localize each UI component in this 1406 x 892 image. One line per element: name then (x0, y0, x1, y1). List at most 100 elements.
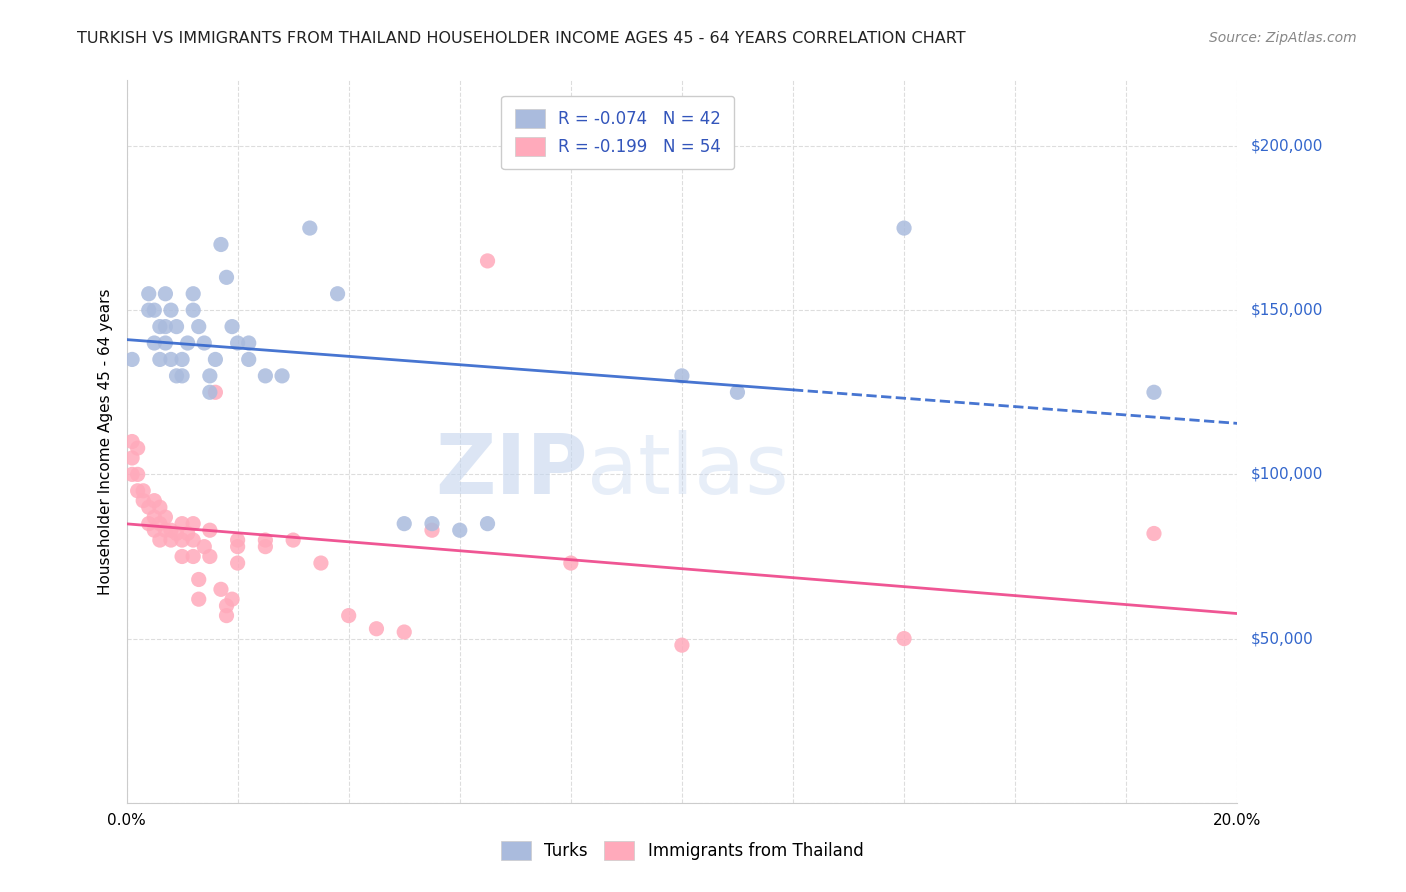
Point (160, 352, 183, 367)
Point (326, 286, 349, 301)
Text: Source: ZipAtlas.com: Source: ZipAtlas.com (1209, 31, 1357, 45)
Point (193, 336, 215, 351)
Point (893, 221, 915, 235)
Point (149, 516, 172, 531)
Point (132, 493, 155, 508)
Point (727, 385, 749, 400)
Point (254, 533, 277, 547)
Point (209, 582, 232, 597)
Point (143, 336, 166, 351)
Text: $50,000: $50,000 (1251, 632, 1315, 646)
Point (254, 368, 277, 383)
Point (176, 336, 198, 351)
Point (204, 352, 226, 367)
Point (155, 286, 177, 301)
Legend: Turks, Immigrants from Thailand: Turks, Immigrants from Thailand (494, 834, 870, 867)
Point (138, 500, 160, 515)
Point (160, 303, 183, 318)
Point (176, 526, 198, 541)
Point (560, 556, 582, 570)
Point (215, 599, 238, 613)
Point (172, 352, 194, 367)
Point (127, 441, 149, 455)
Point (121, 450, 143, 465)
Point (172, 368, 194, 383)
Text: $100,000: $100,000 (1251, 467, 1323, 482)
Point (155, 510, 177, 524)
Point (181, 286, 204, 301)
Point (149, 319, 172, 334)
Point (226, 556, 249, 570)
Point (238, 352, 260, 367)
Point (215, 270, 238, 285)
Point (420, 523, 443, 537)
Point (143, 493, 166, 508)
Point (671, 368, 693, 383)
Point (187, 573, 209, 587)
Point (166, 526, 188, 541)
Point (127, 467, 149, 482)
Point (420, 516, 443, 531)
Text: ZIP: ZIP (434, 430, 588, 511)
Point (143, 510, 166, 524)
Point (309, 556, 332, 570)
Point (671, 638, 693, 652)
Point (298, 221, 321, 235)
Point (138, 303, 160, 318)
Point (198, 523, 221, 537)
Point (271, 368, 294, 383)
Point (181, 303, 204, 318)
Text: TURKISH VS IMMIGRANTS FROM THAILAND HOUSEHOLDER INCOME AGES 45 - 64 YEARS CORREL: TURKISH VS IMMIGRANTS FROM THAILAND HOUS… (77, 31, 966, 46)
Point (477, 253, 499, 268)
Point (198, 368, 221, 383)
Point (166, 368, 188, 383)
Point (121, 467, 143, 482)
Point (160, 533, 183, 547)
Point (366, 622, 388, 636)
Point (155, 523, 177, 537)
Point (172, 516, 194, 531)
Point (149, 533, 172, 547)
Point (143, 303, 166, 318)
Text: $150,000: $150,000 (1251, 302, 1323, 318)
Point (198, 549, 221, 564)
Y-axis label: Householder Income Ages 45 - 64 years: Householder Income Ages 45 - 64 years (97, 288, 112, 595)
Point (187, 592, 209, 607)
Point (1143, 385, 1166, 400)
Point (204, 385, 226, 400)
Point (149, 352, 172, 367)
Point (155, 336, 177, 351)
Point (281, 533, 304, 547)
Point (1143, 526, 1166, 541)
Point (226, 336, 249, 351)
Point (181, 533, 204, 547)
Point (187, 319, 209, 334)
Point (149, 500, 172, 515)
Point (127, 483, 149, 498)
Point (121, 352, 143, 367)
Point (172, 549, 194, 564)
Point (254, 540, 277, 554)
Point (221, 319, 243, 334)
Point (238, 336, 260, 351)
Point (138, 516, 160, 531)
Text: $200,000: $200,000 (1251, 138, 1323, 153)
Point (221, 592, 243, 607)
Point (893, 632, 915, 646)
Text: atlas: atlas (588, 430, 789, 511)
Point (121, 434, 143, 449)
Point (181, 549, 204, 564)
Point (155, 319, 177, 334)
Point (143, 523, 166, 537)
Point (226, 533, 249, 547)
Point (193, 540, 215, 554)
Point (166, 319, 188, 334)
Point (160, 523, 183, 537)
Point (394, 625, 416, 640)
Point (132, 483, 155, 498)
Point (449, 523, 471, 537)
Point (226, 540, 249, 554)
Point (198, 385, 221, 400)
Point (209, 237, 232, 252)
Point (215, 608, 238, 623)
